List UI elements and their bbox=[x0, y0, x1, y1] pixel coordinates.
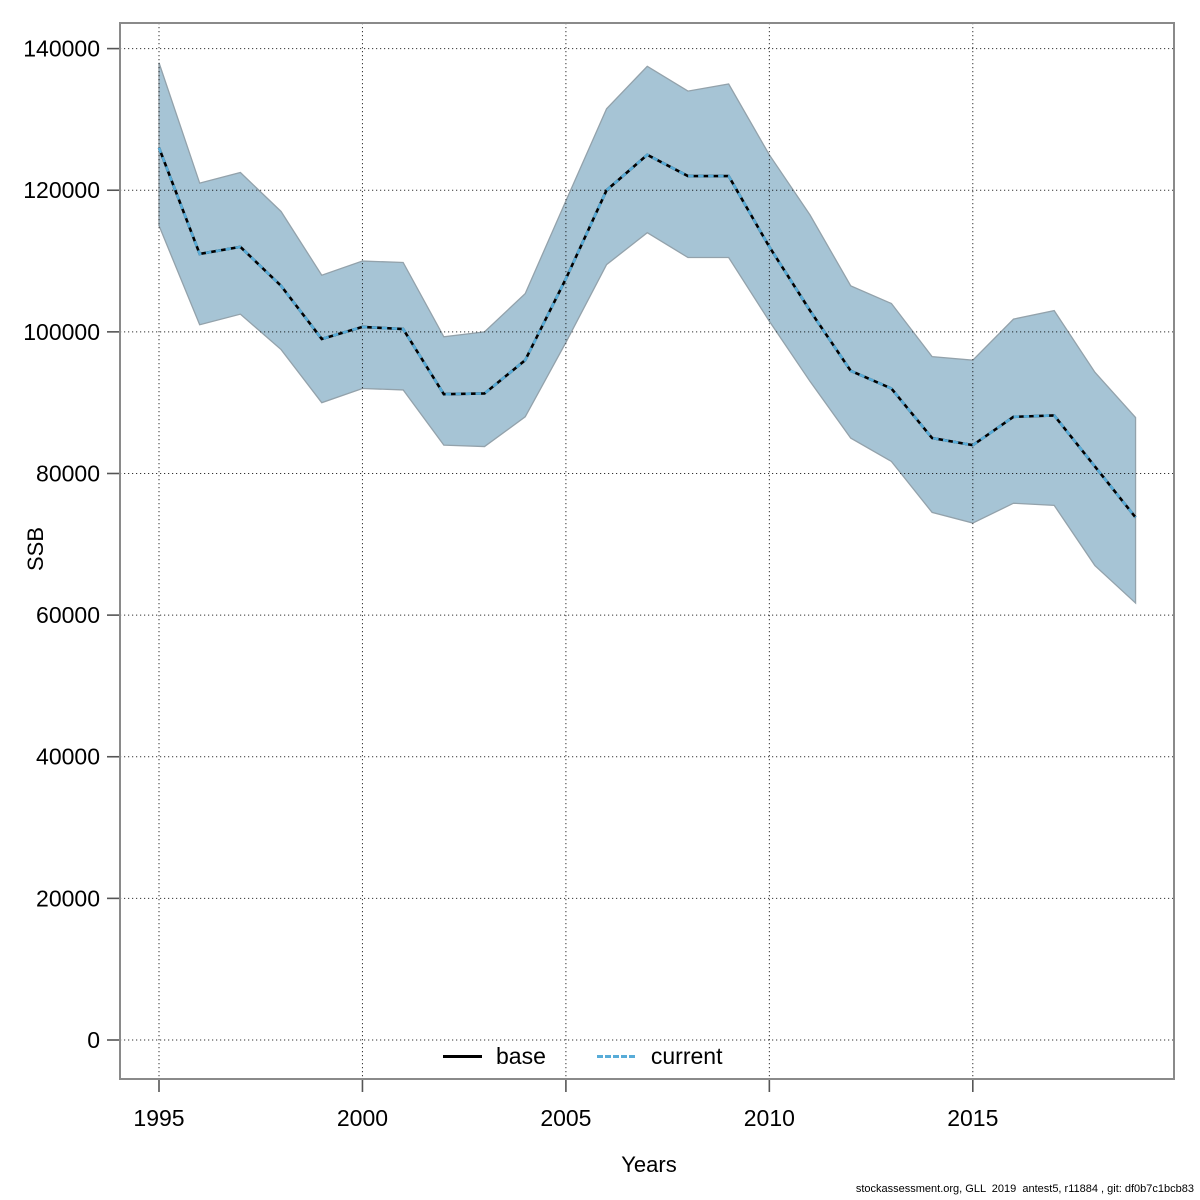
current-line bbox=[157, 147, 1137, 519]
y-tick-label: 80000 bbox=[36, 460, 100, 486]
x-tick-label: 1995 bbox=[133, 1105, 184, 1131]
x-tick-label: 2005 bbox=[540, 1105, 591, 1131]
y-tick-label: 40000 bbox=[36, 744, 100, 770]
y-tick-label: 100000 bbox=[23, 319, 100, 345]
legend: base current bbox=[443, 1043, 722, 1069]
y-tick-label: 20000 bbox=[36, 885, 100, 911]
plot-frame bbox=[119, 22, 1175, 1080]
legend-current-line-sample bbox=[596, 1054, 635, 1058]
legend-current-label: current bbox=[650, 1043, 723, 1069]
credit-footnote: stockassessment.org, GLL 2019 antest5, r… bbox=[855, 1183, 1194, 1195]
x-axis-title: Years bbox=[621, 1152, 677, 1177]
y-tick-label: 120000 bbox=[23, 177, 100, 203]
x-tick-label: 2000 bbox=[337, 1105, 388, 1131]
y-tick-label: 140000 bbox=[23, 36, 100, 62]
y-tick-label: 60000 bbox=[36, 602, 100, 628]
y-axis-title: SSB bbox=[23, 526, 48, 572]
confidence-band bbox=[158, 62, 1137, 605]
legend-base-line-sample bbox=[443, 1054, 482, 1058]
y-tick-label: 0 bbox=[87, 1027, 100, 1053]
legend-base-label: base bbox=[496, 1043, 546, 1069]
x-tick-label: 2010 bbox=[744, 1105, 795, 1131]
x-tick-label: 2015 bbox=[947, 1105, 998, 1131]
